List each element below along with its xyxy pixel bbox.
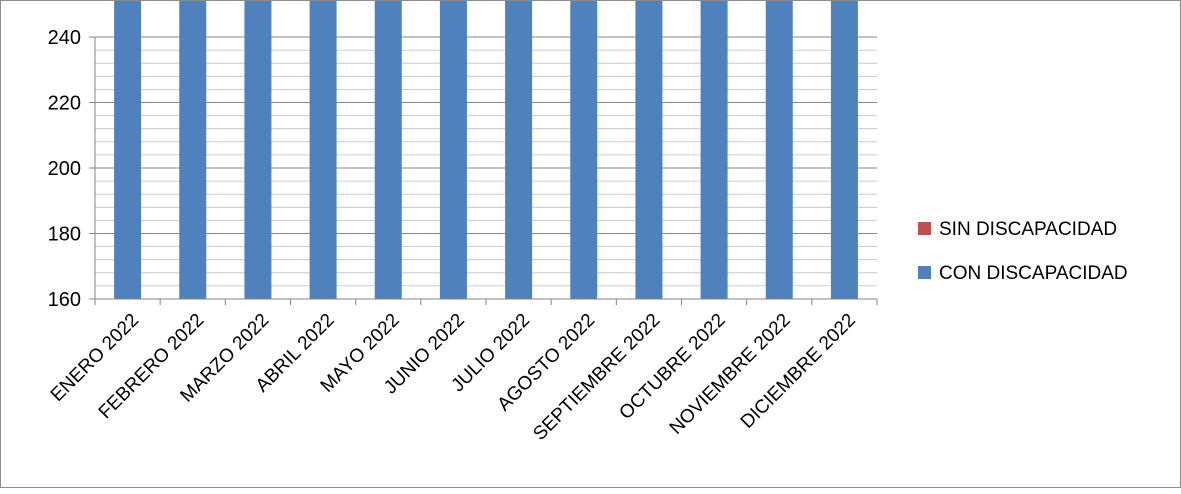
x-tick-label: NOVIEMBRE 2022 <box>666 310 795 439</box>
bar-con-discapacidad-enero-2022 <box>114 0 142 299</box>
legend-swatch-sin-discapacidad <box>918 222 931 235</box>
y-tick-label: 180 <box>48 224 81 246</box>
bar-con-discapacidad-abril-2022 <box>309 0 337 299</box>
axes <box>89 36 878 305</box>
x-tick-label: SEPTIEMBRE 2022 <box>529 310 664 445</box>
bar-con-discapacidad-marzo-2022 <box>244 0 272 299</box>
y-tick-label: 220 <box>48 93 81 115</box>
bar-con-discapacidad-septiembre-2022 <box>635 0 663 299</box>
x-tick-label: DICIEMBRE 2022 <box>737 310 860 433</box>
bar-con-discapacidad-julio-2022 <box>505 0 533 300</box>
legend-label-con-discapacidad: CON DISCAPACIDAD <box>939 263 1128 284</box>
bar-con-discapacidad-octubre-2022 <box>700 0 728 299</box>
y-tick-label: 240 <box>48 27 81 49</box>
bar-con-discapacidad-mayo-2022 <box>374 0 402 299</box>
bar-con-discapacidad-junio-2022 <box>439 0 467 299</box>
legend-label-sin-discapacidad: SIN DISCAPACIDAD <box>939 219 1117 240</box>
y-tick-labels: 160 180 200 220 240 <box>48 27 81 311</box>
y-tick-label: 160 <box>48 289 81 311</box>
bar-con-discapacidad-diciembre-2022 <box>830 0 858 299</box>
bar-con-discapacidad-febrero-2022 <box>179 0 207 299</box>
bar-con-discapacidad-agosto-2022 <box>570 0 598 300</box>
legend-swatch-con-discapacidad <box>918 266 931 279</box>
legend: SIN DISCAPACIDAD CON DISCAPACIDAD <box>918 219 1128 284</box>
gridlines <box>95 36 877 287</box>
bars <box>114 0 858 300</box>
bar-con-discapacidad-noviembre-2022 <box>765 0 793 299</box>
y-tick-label: 200 <box>48 158 81 180</box>
